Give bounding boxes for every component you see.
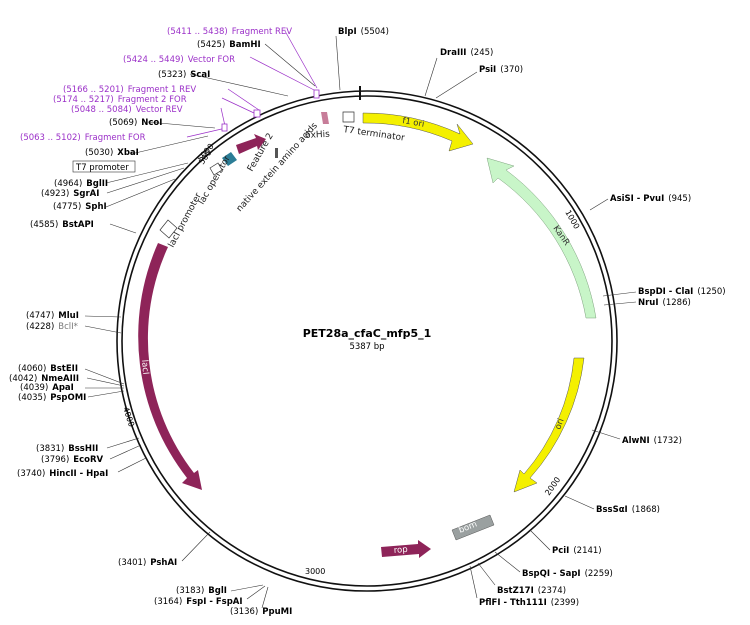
site-nmeaiii[interactable]: (4042) NmeAIII: [9, 374, 79, 384]
backbone-inner-ring: [121, 95, 613, 587]
site-psii[interactable]: PsiI (370): [479, 65, 523, 75]
rop-arrow[interactable]: [381, 540, 431, 558]
site-pcii[interactable]: PciI (2141): [552, 546, 602, 556]
site-ppumi[interactable]: (3136) PpuMI: [230, 607, 292, 617]
site-pspomi[interactable]: (4035) PspOMI: [18, 393, 86, 403]
site-bcli[interactable]: (4228) BclI*: [26, 322, 78, 332]
feature-2-arrow[interactable]: [236, 134, 266, 154]
primer-marker-top: [313, 89, 320, 99]
t7-terminator-label: T7 terminator: [342, 125, 406, 144]
plasmid-size: 5387 bp: [349, 342, 384, 352]
primer-fragment-1-rev[interactable]: (5166 .. 5201) Fragment 1 REV: [63, 85, 196, 95]
primer-fragment-2-for[interactable]: (5174 .. 5217) Fragment 2 FOR: [53, 95, 187, 105]
site-bsssai[interactable]: BssSαI (1868): [596, 505, 660, 515]
laci-label: lacI: [139, 359, 150, 375]
site-fspi-fspai[interactable]: (3164) FspI - FspAI: [154, 597, 243, 607]
site-bspqi-sapi[interactable]: BspQI - SapI (2259): [522, 569, 613, 579]
leader-lines: [84, 35, 637, 609]
site-nrui[interactable]: NruI (1286): [638, 298, 691, 308]
site-bstz17i[interactable]: BstZ17I (2374): [497, 586, 566, 596]
t7-promoter-box[interactable]: [209, 162, 223, 176]
site-mlui[interactable]: (4747) MluI: [26, 311, 79, 321]
site-xbai[interactable]: (5030) XbaI: [85, 148, 139, 158]
site-pshai[interactable]: (3401) PshAI: [118, 558, 177, 568]
primer-fragment-for[interactable]: (5063 .. 5102) Fragment FOR: [20, 133, 146, 143]
lac-operator-box[interactable]: [222, 152, 237, 166]
primer-marker-low: [221, 123, 228, 132]
site-sphi[interactable]: (4775) SphI: [53, 202, 107, 212]
ori-label: ori: [553, 417, 566, 431]
tick-3000: 3000: [305, 567, 325, 576]
site-bsteii[interactable]: (4060) BstEII: [18, 364, 78, 374]
primer-leader-lines: [186, 30, 319, 138]
bom-box[interactable]: [451, 514, 495, 541]
laci-arrow[interactable]: [138, 243, 202, 490]
backbone-outer-ring: [116, 90, 618, 592]
tick-4000: 4000: [121, 406, 136, 428]
kanr-arrow[interactable]: [486, 157, 597, 319]
site-apai[interactable]: (4039) ApaI: [20, 383, 74, 393]
primer-vector-for[interactable]: (5424 .. 5449) Vector FOR: [123, 55, 235, 65]
rop-label: rop: [393, 545, 408, 556]
site-sgrai[interactable]: (4923) SgrAI: [41, 189, 99, 199]
f1-ori-label: f1 ori: [401, 116, 425, 130]
primer-marker-mid: [253, 109, 261, 118]
6xhis-label: 6xHis: [305, 130, 331, 141]
site-bglii[interactable]: (4964) BglII: [54, 179, 108, 189]
ori-arrow[interactable]: [513, 357, 585, 493]
f1-ori-arrow[interactable]: [362, 112, 474, 152]
tick-1000: 1000: [563, 209, 581, 231]
native-extein-box[interactable]: [275, 148, 278, 158]
site-scai[interactable]: (5323) ScaI: [158, 70, 210, 80]
site-draiii[interactable]: DraIII (245): [440, 48, 493, 58]
6xhis-box[interactable]: [321, 112, 329, 124]
site-ecorv[interactable]: (3796) EcoRV: [41, 455, 103, 465]
t7-promoter-label-box: [72, 160, 136, 173]
site-pflfi-tth111i[interactable]: PflFI - Tth111I (2399): [479, 598, 579, 608]
site-bgli[interactable]: (3183) BglI: [176, 586, 227, 596]
site-asisi-pvui[interactable]: AsiSI - PvuI (945): [610, 194, 691, 204]
site-bamhi[interactable]: (5425) BamHI: [197, 40, 261, 50]
primer-vector-rev[interactable]: (5048 .. 5084) Vector REV: [71, 105, 183, 115]
site-blpi[interactable]: BlpI (5504): [338, 27, 389, 37]
site-bstapi[interactable]: (4585) BstAPI: [30, 220, 94, 230]
site-ncoi[interactable]: (5069) NcoI: [109, 118, 162, 128]
t7-promoter-label: T7 promoter: [75, 163, 129, 173]
site-bsshii[interactable]: (3831) BssHII: [36, 444, 98, 454]
laci-promoter-box[interactable]: [159, 219, 178, 239]
site-hincii-hpai[interactable]: (3740) HincII - HpaI: [17, 469, 108, 479]
primer-fragment-rev[interactable]: (5411 .. 5438) Fragment REV: [167, 27, 292, 37]
site-bspdi-clai[interactable]: BspDI - ClaI (1250): [638, 287, 726, 297]
t7-terminator-box[interactable]: [342, 111, 355, 123]
site-alwni[interactable]: AlwNI (1732): [622, 436, 682, 446]
plasmid-name: PET28a_cfaC_mfp5_1: [303, 327, 432, 340]
